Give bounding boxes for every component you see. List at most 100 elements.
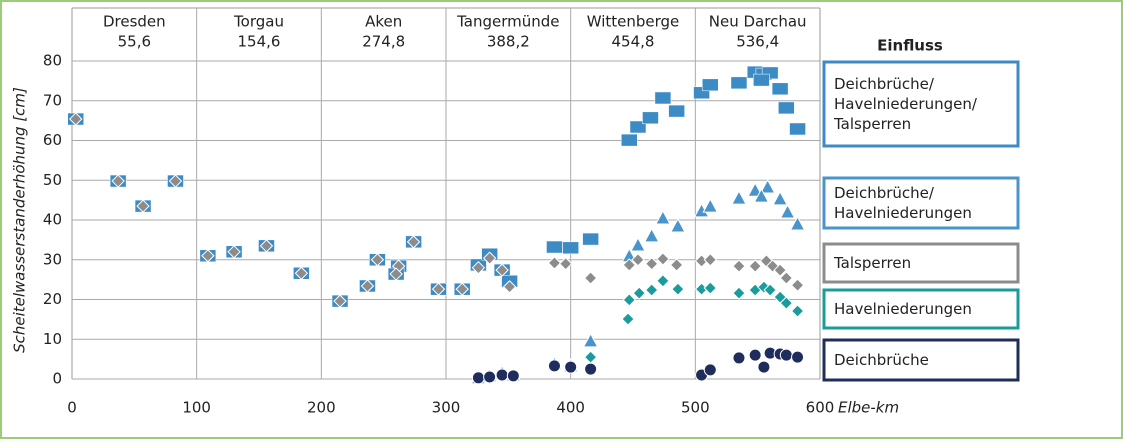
marker-circle	[471, 371, 485, 385]
marker-triangle	[670, 217, 686, 233]
marker-diamond	[656, 252, 670, 266]
marker-diamond	[333, 294, 347, 308]
marker-diamond	[773, 263, 787, 277]
marker-triangle	[655, 209, 671, 225]
marker-diamond	[703, 281, 718, 295]
station-km: 536,4	[736, 33, 779, 51]
marker-diamond	[69, 112, 83, 126]
marker-diamond	[631, 253, 645, 267]
marker-diamond	[732, 259, 746, 273]
marker-diamond	[389, 267, 403, 281]
marker-diamond	[495, 263, 509, 277]
marker-square	[702, 78, 719, 92]
marker-square	[582, 232, 599, 246]
station-name: Neu Darchau	[709, 13, 807, 31]
marker-diamond	[502, 280, 517, 294]
marker-diamond	[558, 257, 573, 271]
marker-diamond	[168, 174, 183, 188]
marker-diamond	[622, 293, 636, 307]
x-tick-label: 500	[681, 399, 710, 417]
legend-box	[822, 242, 1020, 284]
station-km: 274,8	[362, 33, 405, 51]
y-tick-label: 70	[43, 91, 62, 109]
marker-circle	[506, 369, 520, 383]
marker-square	[753, 73, 770, 87]
marker-triangle	[582, 332, 599, 348]
marker-diamond	[360, 279, 375, 293]
x-axis-label: Elbe-km	[838, 399, 899, 417]
marker-triangle	[779, 203, 796, 219]
marker-diamond	[136, 199, 150, 213]
station-km: 55,6	[118, 33, 151, 51]
station-name: Dresden	[103, 13, 166, 31]
marker-diamond	[669, 258, 684, 272]
legend-label: Havelniederungen	[834, 300, 972, 318]
marker-triangle	[789, 215, 806, 231]
y-tick-label: 0	[52, 370, 62, 388]
marker-circle	[547, 359, 561, 373]
marker-diamond	[644, 283, 659, 297]
x-tick-label: 400	[556, 399, 585, 417]
marker-diamond	[779, 271, 794, 285]
marker-triangle	[747, 182, 764, 197]
marker-diamond	[227, 245, 241, 259]
marker-diamond	[748, 259, 762, 273]
legend-box	[822, 176, 1020, 230]
marker-diamond	[406, 235, 421, 249]
x-tick-label: 0	[67, 399, 77, 417]
marker-triangle	[759, 178, 776, 194]
marker-circle	[495, 368, 509, 382]
marker-square	[730, 76, 748, 90]
x-tick-label: 100	[182, 399, 211, 417]
legend-box	[822, 60, 1020, 148]
y-tick-label: 20	[43, 290, 62, 308]
station-name: Aken	[365, 13, 402, 31]
marker-diamond	[656, 274, 670, 288]
marker-diamond	[201, 249, 215, 263]
marker-diamond	[455, 282, 469, 296]
legend-label: Talsperren	[833, 254, 911, 272]
station-name: Wittenberge	[587, 13, 680, 31]
legend-title: Einfluss	[877, 37, 943, 55]
marker-square	[654, 91, 672, 105]
station-km: 154,6	[238, 33, 281, 51]
marker-triangle	[630, 236, 646, 252]
station-name: Tangermünde	[456, 13, 559, 31]
marker-diamond	[671, 282, 685, 296]
marker-square	[642, 111, 659, 125]
marker-square	[629, 120, 647, 134]
station-km: 454,8	[612, 33, 655, 51]
marker-triangle	[643, 227, 660, 243]
y-tick-label: 80	[43, 52, 62, 70]
marker-square	[668, 104, 685, 118]
marker-triangle	[731, 190, 747, 205]
marker-circle	[757, 360, 771, 374]
marker-diamond	[790, 304, 805, 318]
marker-diamond	[779, 296, 794, 310]
marker-diamond	[111, 174, 125, 188]
marker-square	[771, 82, 789, 96]
marker-circle	[703, 363, 717, 377]
marker-square	[778, 101, 795, 115]
marker-circle	[779, 348, 793, 362]
marker-diamond	[732, 286, 746, 300]
marker-diamond	[294, 266, 309, 280]
marker-circle	[584, 362, 598, 376]
marker-square	[562, 241, 579, 255]
station-km: 388,2	[487, 33, 530, 51]
marker-square	[789, 122, 806, 136]
marker-triangle	[702, 198, 719, 213]
legend-label: Deichbrüche/Havelniederungen	[834, 184, 972, 222]
marker-circle	[483, 370, 497, 384]
y-tick-label: 10	[43, 330, 62, 348]
marker-diamond	[703, 253, 718, 267]
marker-circle	[732, 351, 746, 365]
marker-triangle	[753, 188, 770, 203]
legend-label: Deichbrüche	[834, 351, 929, 369]
marker-circle	[748, 348, 762, 362]
marker-diamond	[632, 286, 646, 300]
marker-diamond	[370, 253, 385, 267]
marker-diamond	[622, 258, 636, 272]
marker-diamond	[763, 283, 777, 297]
